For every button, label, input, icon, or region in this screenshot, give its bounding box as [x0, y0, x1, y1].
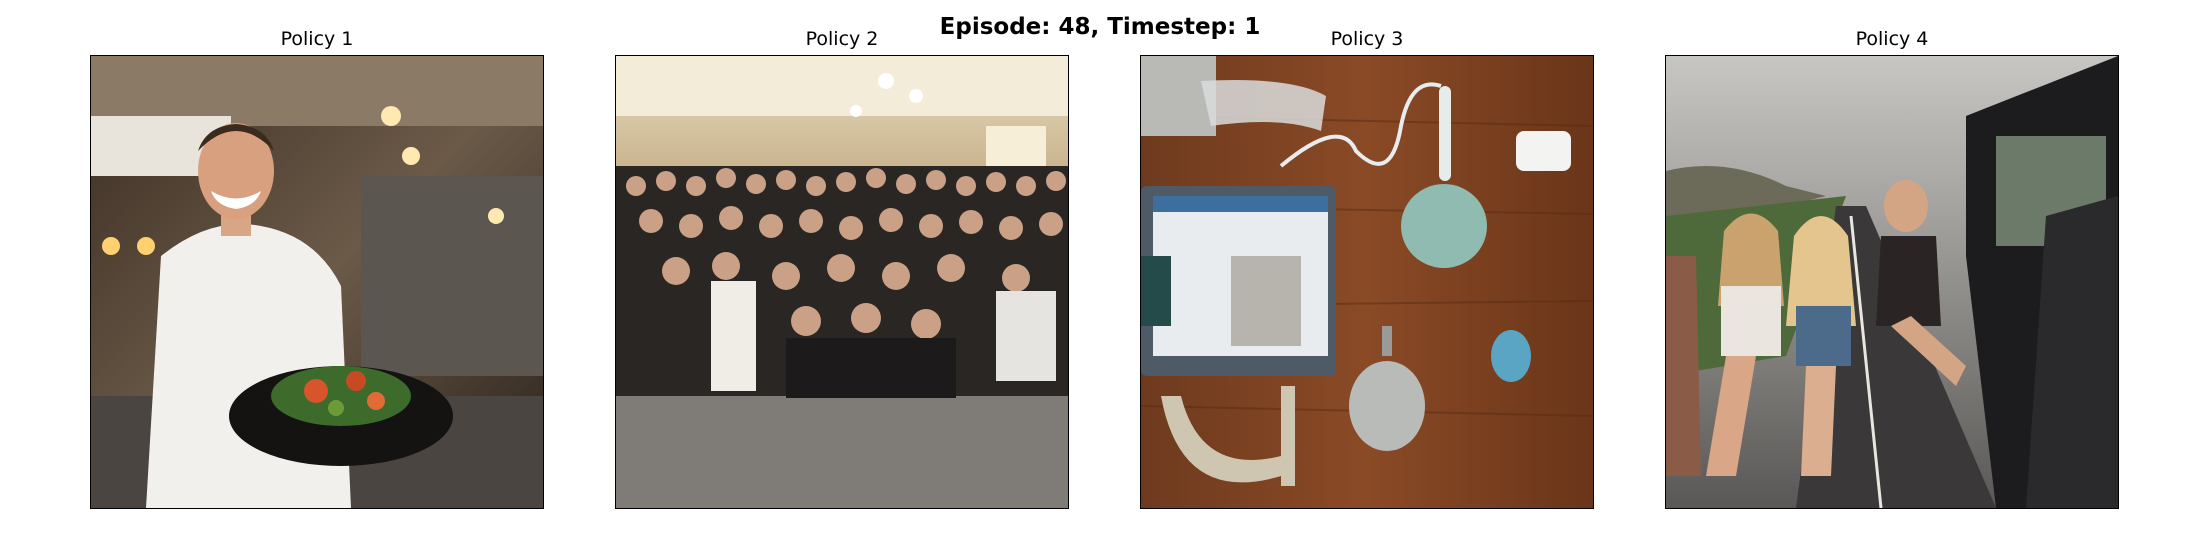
- policy-4-title: Policy 4: [1855, 28, 1929, 50]
- policy-4-image: [1665, 55, 2119, 509]
- policy-1-title: Policy 1: [280, 28, 354, 50]
- policy-4-scene: [1666, 56, 2118, 508]
- policy-1-panel: Policy 1: [90, 0, 544, 510]
- policy-3-panel: Policy 3: [1140, 0, 1594, 510]
- policy-2-title: Policy 2: [805, 28, 879, 50]
- policy-2-image: [615, 55, 1069, 509]
- policy-2-panel: Policy 2: [615, 0, 1069, 510]
- policy-1-scene: [91, 56, 543, 508]
- policy-3-title: Policy 3: [1330, 28, 1404, 50]
- policy-3-scene: [1141, 56, 1593, 508]
- figure-title: Episode: 48, Timestep: 1: [939, 14, 1261, 40]
- policy-2-scene: [616, 56, 1068, 508]
- policy-1-image: [90, 55, 544, 509]
- policy-4-panel: Policy 4: [1665, 0, 2119, 510]
- policy-3-image: [1140, 55, 1594, 509]
